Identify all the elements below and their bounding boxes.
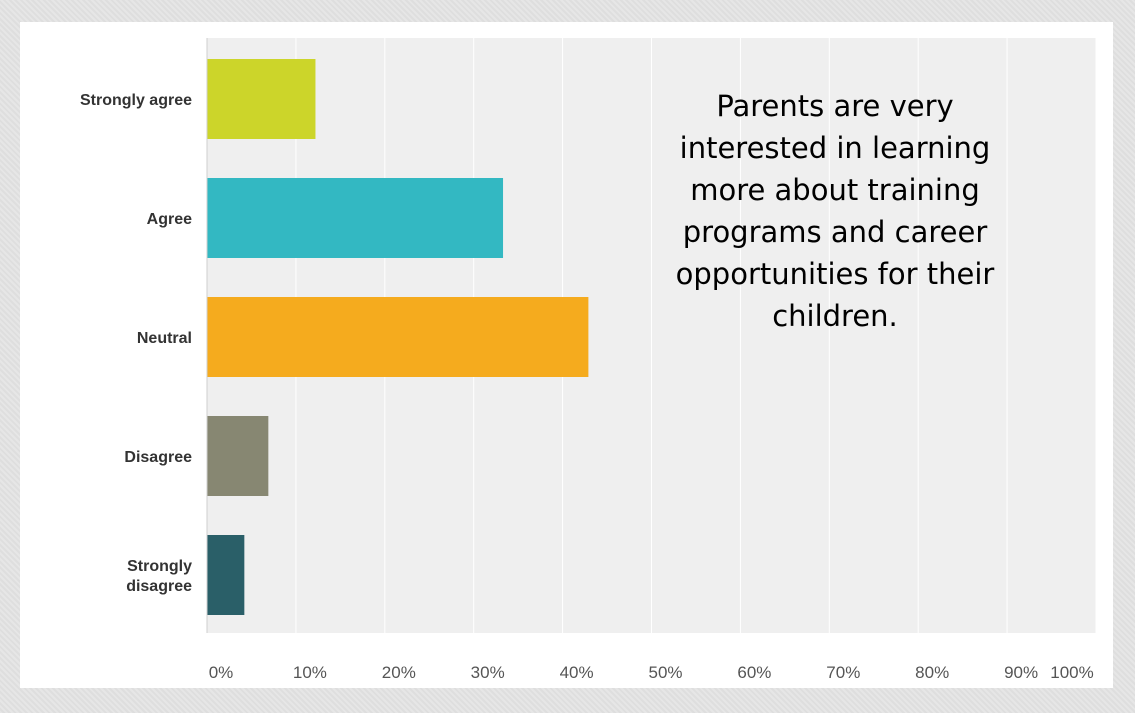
bar-strongly-disagree [207,535,245,615]
category-label: Strongly agree [80,92,192,109]
x-tick-label: 30% [471,663,505,682]
x-tick-label: 50% [648,663,682,682]
bar-disagree [207,416,269,496]
x-tick-label: 90% [1004,663,1038,682]
x-tick-label: 100% [1050,663,1093,682]
category-label: Disagree [124,449,192,466]
category-label: Neutral [137,330,192,347]
x-tick-label: 80% [915,663,949,682]
x-tick-label: 40% [560,663,594,682]
category-label: Strongly disagree [126,558,192,595]
bar-strongly-agree [207,59,316,139]
x-tick-label: 10% [293,663,327,682]
x-tick-labels: 0% 10% 20% 30% 40% 50% 60% 70% 80% 90% 100% [209,663,1094,682]
x-tick-label: 0% [209,663,234,682]
category-label: Agree [147,211,192,228]
bar-neutral [207,297,589,377]
bar-agree [207,178,504,258]
x-tick-label: 20% [382,663,416,682]
category-labels: Strongly agree Agree Neutral Disagree Strong… [80,92,192,595]
x-tick-label: 60% [737,663,771,682]
x-tick-label: 70% [826,663,860,682]
annotation-text: Parents are very interested in learning … [675,89,995,333]
bars [207,59,589,615]
